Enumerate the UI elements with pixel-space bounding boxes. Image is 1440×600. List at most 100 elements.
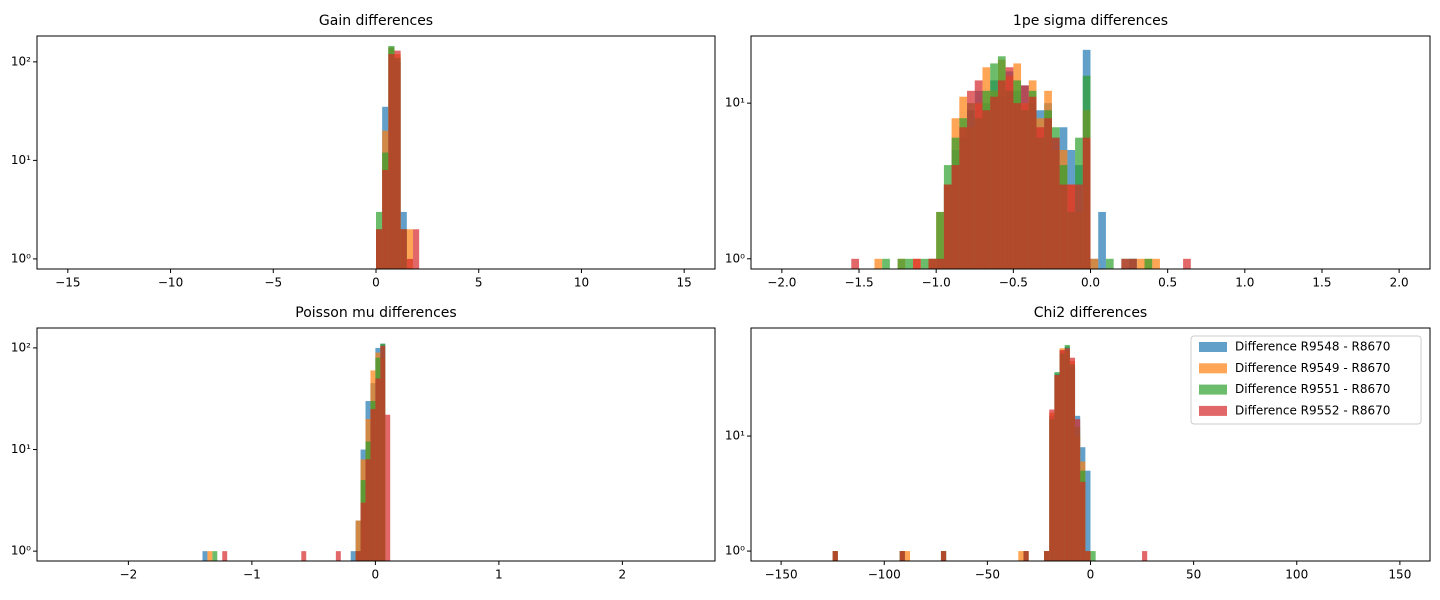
x-tick-label: −150 xyxy=(765,568,798,582)
histogram-bar xyxy=(1044,551,1050,561)
histogram-bar xyxy=(1075,184,1083,269)
x-tick-label: 0 xyxy=(1087,568,1095,582)
x-tick-label: 100 xyxy=(1285,568,1308,582)
histogram-bar xyxy=(360,502,366,561)
x-tick-label: −10 xyxy=(158,276,183,290)
x-tick-label: 150 xyxy=(1388,568,1411,582)
legend-swatch xyxy=(1199,342,1227,352)
histogram-bar xyxy=(1021,85,1029,269)
axes-frame xyxy=(36,327,716,562)
y-tick-label: 10² xyxy=(11,340,31,354)
histogram-bar xyxy=(1085,470,1091,561)
histogram-bar xyxy=(1082,137,1091,269)
y-tick-label: 10¹ xyxy=(11,153,31,167)
histogram-bar xyxy=(1090,551,1096,561)
x-tick-label: −0.5 xyxy=(999,276,1028,290)
histogram-bar xyxy=(1013,103,1022,269)
histogram-bar xyxy=(1142,551,1148,561)
legend-swatch xyxy=(1199,405,1227,416)
histogram-bar xyxy=(951,165,960,269)
x-tick-label: 1.0 xyxy=(1235,276,1254,290)
histogram-bar xyxy=(406,258,413,269)
histogram-bar xyxy=(1183,258,1191,269)
histogram-bar xyxy=(936,211,944,269)
histogram-bar xyxy=(905,258,914,269)
y-tick-label: 10¹ xyxy=(725,429,745,443)
histogram-bar xyxy=(1036,127,1045,269)
plot-area xyxy=(376,45,420,270)
histogram-bar xyxy=(874,258,883,269)
histogram-bar xyxy=(1059,350,1065,561)
histogram-bar xyxy=(382,169,389,269)
histogram-bar xyxy=(212,551,218,561)
histogram-bar xyxy=(335,551,341,561)
histogram-bar xyxy=(832,551,838,561)
histogram-bar xyxy=(1018,551,1024,561)
y-tick-label: 10¹ xyxy=(725,96,745,110)
x-tick-label: −1 xyxy=(243,568,261,582)
x-tick-label: −2.0 xyxy=(767,276,796,290)
subplot-title: Gain differences xyxy=(319,13,433,29)
histogram-bar xyxy=(940,551,947,561)
legend-swatch xyxy=(1199,363,1227,374)
histogram-bar xyxy=(1075,419,1081,561)
histogram-bar xyxy=(982,110,991,269)
x-tick-label: 1 xyxy=(495,568,503,582)
x-tick-label: 2 xyxy=(619,568,627,582)
histogram-bar xyxy=(1049,409,1055,561)
x-tick-label: 1.5 xyxy=(1312,276,1331,290)
legend-label: Difference R9552 - R8670 xyxy=(1235,403,1390,417)
histogram-bar xyxy=(380,345,386,561)
histogram-bar xyxy=(936,258,944,269)
plot-area xyxy=(832,344,1148,561)
histogram-bar xyxy=(375,378,381,561)
histogram-bar xyxy=(959,127,968,269)
x-tick-label: −1.0 xyxy=(922,276,951,290)
histogram-bar xyxy=(1028,96,1037,269)
histogram-bar xyxy=(1105,258,1114,269)
histogram-bar xyxy=(394,50,401,270)
histogram-bar xyxy=(897,258,906,269)
histogram-bar xyxy=(350,551,356,561)
legend-box xyxy=(1190,335,1422,425)
plot-area xyxy=(851,49,1191,270)
histogram-bar xyxy=(928,258,937,269)
y-tick-label: 10⁰ xyxy=(11,544,31,558)
histogram-bar xyxy=(899,551,905,561)
histogram-bar xyxy=(1069,357,1076,561)
histogram-bar xyxy=(943,184,952,269)
x-tick-label: 2.0 xyxy=(1390,276,1409,290)
histogram-bar xyxy=(851,258,860,269)
x-tick-label: 50 xyxy=(1186,568,1201,582)
x-tick-label: −1.5 xyxy=(844,276,873,290)
histogram-bar xyxy=(1044,118,1052,269)
histogram-bar xyxy=(412,229,420,269)
legend-swatch xyxy=(1199,384,1227,395)
x-tick-label: 0.0 xyxy=(1081,276,1100,290)
y-tick-label: 10⁰ xyxy=(11,251,31,265)
histogram-bar xyxy=(1129,258,1137,269)
x-tick-label: −2 xyxy=(120,568,138,582)
histogram-bar xyxy=(222,551,228,561)
histogram-bar xyxy=(1067,184,1076,269)
y-tick-label: 10¹ xyxy=(11,442,31,456)
legend: Difference R9548 - R8670 Difference R9549… xyxy=(1190,335,1422,425)
legend-label: Difference R9551 - R8670 xyxy=(1235,382,1390,396)
histogram-bar xyxy=(1152,258,1160,269)
histogram-bar xyxy=(920,258,929,269)
histogram-bar xyxy=(388,54,395,270)
plot-area xyxy=(202,343,391,561)
histogram-bar xyxy=(1005,67,1014,269)
x-tick-label: 0 xyxy=(372,276,380,290)
x-tick-label: 15 xyxy=(677,276,692,290)
histogram-bar xyxy=(1136,258,1145,269)
histogram-bar xyxy=(1023,551,1029,561)
legend-label: Difference R9548 - R8670 xyxy=(1235,340,1390,354)
x-tick-label: 10 xyxy=(574,276,589,290)
histogram-bar xyxy=(967,90,975,269)
histogram-bar xyxy=(1051,137,1060,269)
histogram-bar xyxy=(1054,374,1060,561)
y-tick-label: 10⁰ xyxy=(725,251,745,265)
subplot-title: Chi2 differences xyxy=(1034,305,1147,321)
x-tick-label: 5 xyxy=(475,276,483,290)
